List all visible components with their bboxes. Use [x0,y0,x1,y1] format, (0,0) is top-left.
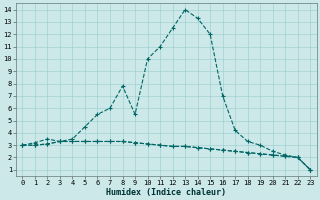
X-axis label: Humidex (Indice chaleur): Humidex (Indice chaleur) [106,188,226,197]
